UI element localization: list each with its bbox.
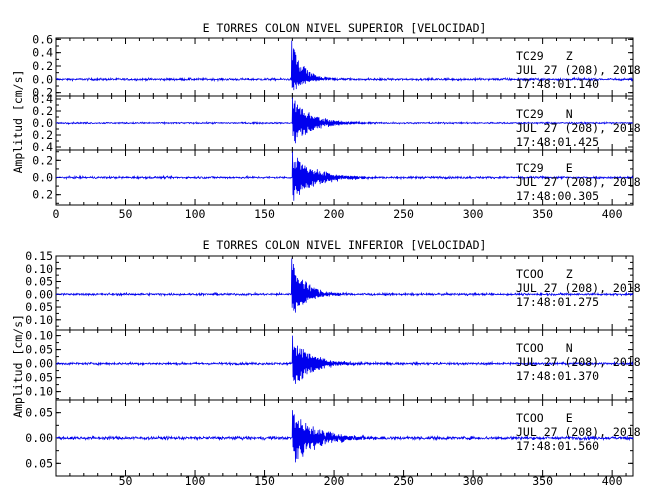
- trace-date-label: JUL 27 (208), 2018: [516, 121, 641, 135]
- y-tick-label: 0.10: [25, 385, 53, 399]
- trace-station-label: TCOO Z: [516, 267, 573, 281]
- y-tick-label: 0.4: [32, 140, 53, 154]
- component-code: Z: [566, 267, 573, 281]
- y-tick-label: 0.00: [25, 357, 53, 371]
- x-tick-label: 300: [463, 474, 484, 488]
- chart-inferior: E TORRES COLON NIVEL INFERIOR [VELOCIDAD…: [11, 238, 641, 488]
- station-code: TC29: [516, 107, 544, 121]
- x-tick-label: 200: [324, 474, 345, 488]
- trace-station-label: TC29 N: [516, 107, 573, 121]
- y-tick-label: 0.4: [32, 92, 53, 106]
- y-tick-label: 0.05: [25, 456, 53, 470]
- y-tick-label: 0.05: [25, 275, 53, 289]
- y-tick-label: 0.05: [25, 343, 53, 357]
- y-tick-label: 0.0: [32, 116, 53, 130]
- y-tick-label: 0.00: [25, 287, 53, 301]
- chart-title: E TORRES COLON NIVEL INFERIOR [VELOCIDAD…: [203, 238, 487, 252]
- y-tick-label: 0.0: [32, 72, 53, 86]
- x-tick-label: 300: [463, 207, 484, 221]
- trace-date-label: JUL 27 (208), 2018: [516, 425, 641, 439]
- trace-time-label: 17:48:01.140: [516, 77, 599, 91]
- y-tick-label: 0.10: [25, 262, 53, 276]
- trace-date-label: JUL 27 (208), 2018: [516, 175, 641, 189]
- trace-station-label: TC29 E: [516, 161, 573, 175]
- y-tick-label: 0.10: [25, 313, 53, 327]
- trace-date-label: JUL 27 (208), 2018: [516, 281, 641, 295]
- x-tick-label: 200: [324, 207, 345, 221]
- x-tick-label: 350: [532, 207, 553, 221]
- waveform-trace: [55, 97, 634, 144]
- y-tick-label: 0.05: [25, 300, 53, 314]
- station-code: TC29: [516, 49, 544, 63]
- chart-title: E TORRES COLON NIVEL SUPERIOR [VELOCIDAD…: [203, 21, 487, 35]
- x-tick-label: 150: [254, 474, 275, 488]
- component-code: Z: [566, 49, 573, 63]
- trace-time-label: 17:48:01.370: [516, 369, 599, 383]
- y-tick-label: 0.15: [25, 249, 53, 263]
- trace-time-label: 17:48:01.425: [516, 135, 599, 149]
- y-tick-label: 0.10: [25, 329, 53, 343]
- chart-superior: E TORRES COLON NIVEL SUPERIOR [VELOCIDAD…: [11, 21, 641, 221]
- trace-station-label: TCOO N: [516, 341, 573, 355]
- trace-date-label: JUL 27 (208), 2018: [516, 355, 641, 369]
- station-code: TCOO: [516, 411, 544, 425]
- y-tick-label: 0.2: [32, 128, 53, 142]
- trace-station-label: TCOO E: [516, 411, 573, 425]
- y-tick-label: 0.2: [32, 153, 53, 167]
- y-tick-label: 0.00: [25, 431, 53, 445]
- y-tick-label: 0.2: [32, 86, 53, 100]
- x-tick-label: 50: [119, 474, 133, 488]
- component-code: N: [566, 341, 573, 355]
- y-tick-label: 0.2: [32, 59, 53, 73]
- waveform-trace: [55, 410, 634, 463]
- x-tick-label: 50: [119, 207, 133, 221]
- x-tick-label: 100: [185, 207, 206, 221]
- y-tick-label: 0.05: [25, 406, 53, 420]
- x-tick-label: 350: [532, 474, 553, 488]
- x-tick-label: 400: [602, 474, 623, 488]
- component-code: N: [566, 107, 573, 121]
- waveform-trace: [55, 151, 634, 201]
- trace-time-label: 17:48:01.560: [516, 439, 599, 453]
- waveform-trace: [55, 40, 634, 91]
- trace-date-label: JUL 27 (208), 2018: [516, 63, 641, 77]
- y-tick-label: 0.6: [32, 32, 53, 46]
- waveform-trace: [55, 258, 634, 313]
- x-tick-label: 0: [53, 207, 60, 221]
- station-code: TCOO: [516, 341, 544, 355]
- y-axis-label: Amplitud [cm/s]: [11, 70, 25, 174]
- y-tick-label: 0.0: [32, 171, 53, 185]
- trace-time-label: 17:48:01.275: [516, 295, 599, 309]
- x-tick-label: 250: [393, 474, 414, 488]
- component-code: E: [566, 411, 573, 425]
- trace-time-label: 17:48:00.305: [516, 189, 599, 203]
- station-code: TCOO: [516, 267, 544, 281]
- x-tick-label: 250: [393, 207, 414, 221]
- y-tick-label: 0.2: [32, 188, 53, 202]
- y-tick-label: 0.05: [25, 371, 53, 385]
- component-code: E: [566, 161, 573, 175]
- station-code: TC29: [516, 161, 544, 175]
- y-axis-label: Amplitud [cm/s]: [11, 314, 25, 418]
- waveform-trace: [55, 335, 634, 384]
- x-tick-label: 100: [185, 474, 206, 488]
- y-tick-label: 0.4: [32, 46, 53, 60]
- x-tick-label: 400: [602, 207, 623, 221]
- x-tick-label: 150: [254, 207, 275, 221]
- y-tick-label: 0.2: [32, 104, 53, 118]
- trace-station-label: TC29 Z: [516, 49, 573, 63]
